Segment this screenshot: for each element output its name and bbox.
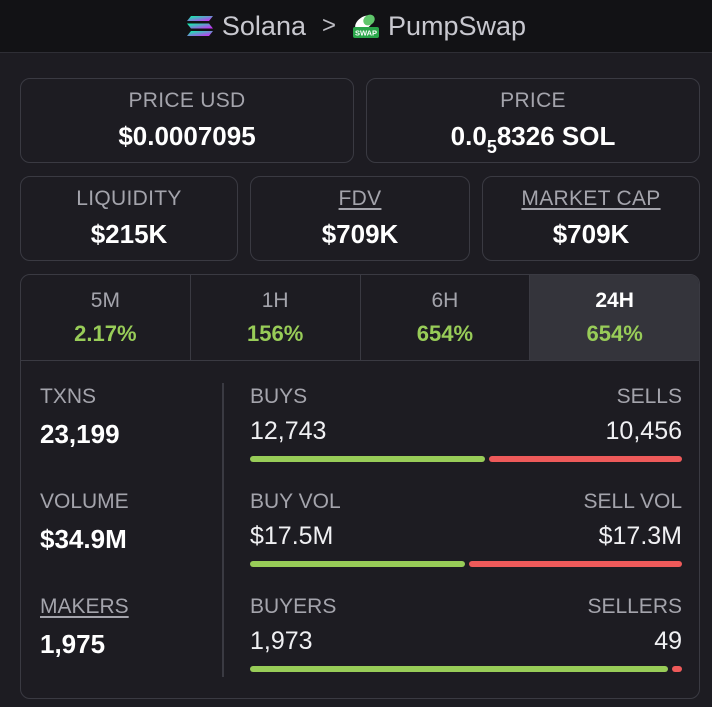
buys-bar-fill xyxy=(250,456,485,462)
sells-value: 10,456 xyxy=(605,417,682,445)
sells-bar-fill xyxy=(489,456,682,462)
tab-5m-label: 5M xyxy=(90,288,120,312)
breadcrumb-dex-label: PumpSwap xyxy=(388,10,527,41)
liquidity-card: LIQUIDITY $215K xyxy=(20,176,238,261)
tab-24h-label: 24H xyxy=(595,288,634,312)
sellers-label: SELLERS xyxy=(587,595,682,618)
makers-value: 1,975 xyxy=(40,629,106,659)
liquidity-value: $215K xyxy=(90,219,168,249)
buy-vol-value: $17.5M xyxy=(250,522,334,550)
market-cap-label[interactable]: MARKET CAP xyxy=(521,187,661,210)
buys-sells-block: BUYS SELLS 12,743 10,456 xyxy=(250,385,682,462)
solana-logo-icon xyxy=(186,16,213,36)
tab-5m[interactable]: 5M 2.17% xyxy=(21,275,191,360)
price-native-subscript: 5 xyxy=(486,137,497,157)
stats-panel: 5M 2.17% 1H 156% 6H 654% 24H 654% TXNS 2… xyxy=(20,274,700,699)
breadcrumb-dex[interactable]: SWAP PumpSwap xyxy=(352,11,526,42)
sell-vol-bar-fill xyxy=(469,561,682,567)
price-native-prefix: 0.0 xyxy=(450,121,487,151)
tab-1h-label: 1H xyxy=(261,288,289,312)
fdv-label[interactable]: FDV xyxy=(338,187,382,210)
market-cap-value: $709K xyxy=(552,219,630,249)
txns-label: TXNS xyxy=(40,385,97,408)
buyers-bar-fill xyxy=(250,666,668,672)
tab-5m-change: 2.17% xyxy=(74,320,137,346)
makers-stat: MAKERS 1,975 xyxy=(40,595,129,660)
pumpswap-logo-icon: SWAP xyxy=(353,14,379,38)
liquidity-label: LIQUIDITY xyxy=(76,187,182,210)
buyers-sellers-block: BUYERS SELLERS 1,973 49 xyxy=(250,595,682,672)
buys-sells-bar xyxy=(250,456,682,462)
volume-value: $34.9M xyxy=(40,524,127,554)
fdv-value: $709K xyxy=(321,219,399,249)
buys-value: 12,743 xyxy=(250,417,327,445)
tab-1h[interactable]: 1H 156% xyxy=(191,275,361,360)
makers-label[interactable]: MAKERS xyxy=(40,595,129,618)
price-usd-value: $0.0007095 xyxy=(118,121,256,151)
buyers-value: 1,973 xyxy=(250,627,313,655)
price-native-card: PRICE 0.058326 SOL xyxy=(366,78,700,163)
tab-1h-change: 156% xyxy=(246,320,304,346)
tab-6h[interactable]: 6H 654% xyxy=(361,275,531,360)
buy-vol-label: BUY VOL xyxy=(250,490,341,513)
sell-vol-label: SELL VOL xyxy=(583,490,682,513)
txns-value: 23,199 xyxy=(40,419,120,449)
price-native-label: PRICE xyxy=(500,89,566,112)
buys-label: BUYS xyxy=(250,385,308,408)
price-native-value: 0.058326 SOL xyxy=(450,121,616,157)
tab-24h-change: 654% xyxy=(586,320,643,346)
tab-24h[interactable]: 24H 654% xyxy=(530,275,699,360)
buyers-label: BUYERS xyxy=(250,595,337,618)
sell-vol-value: $17.3M xyxy=(598,522,682,550)
volume-bar xyxy=(250,561,682,567)
txns-stat: TXNS 23,199 xyxy=(40,385,120,450)
market-cap-card: MARKET CAP $709K xyxy=(482,176,700,261)
price-native-suffix: 8326 SOL xyxy=(496,121,616,151)
tab-6h-change: 654% xyxy=(416,320,474,346)
breadcrumb-chain[interactable]: Solana xyxy=(186,11,306,42)
sells-label: SELLS xyxy=(616,385,682,408)
chevron-right-icon: > xyxy=(321,12,336,39)
column-divider xyxy=(222,383,224,677)
timeframe-tabs: 5M 2.17% 1H 156% 6H 654% 24H 654% xyxy=(21,275,699,361)
sellers-value: 49 xyxy=(654,627,682,655)
volume-stat: VOLUME $34.9M xyxy=(40,490,129,555)
price-usd-label: PRICE USD xyxy=(128,89,246,112)
buyers-sellers-bar xyxy=(250,666,682,672)
buy-vol-bar-fill xyxy=(250,561,465,567)
fdv-card: FDV $709K xyxy=(250,176,470,261)
price-usd-card: PRICE USD $0.0007095 xyxy=(20,78,354,163)
breadcrumb-chain-label: Solana xyxy=(221,10,306,41)
sellers-bar-fill xyxy=(672,666,682,672)
tab-6h-label: 6H xyxy=(431,288,459,312)
pumpswap-logo-text: SWAP xyxy=(355,29,377,38)
breadcrumb: Solana > SWAP PumpSwap xyxy=(0,0,712,53)
volume-split-block: BUY VOL SELL VOL $17.5M $17.3M xyxy=(250,490,682,567)
volume-label: VOLUME xyxy=(40,490,129,513)
